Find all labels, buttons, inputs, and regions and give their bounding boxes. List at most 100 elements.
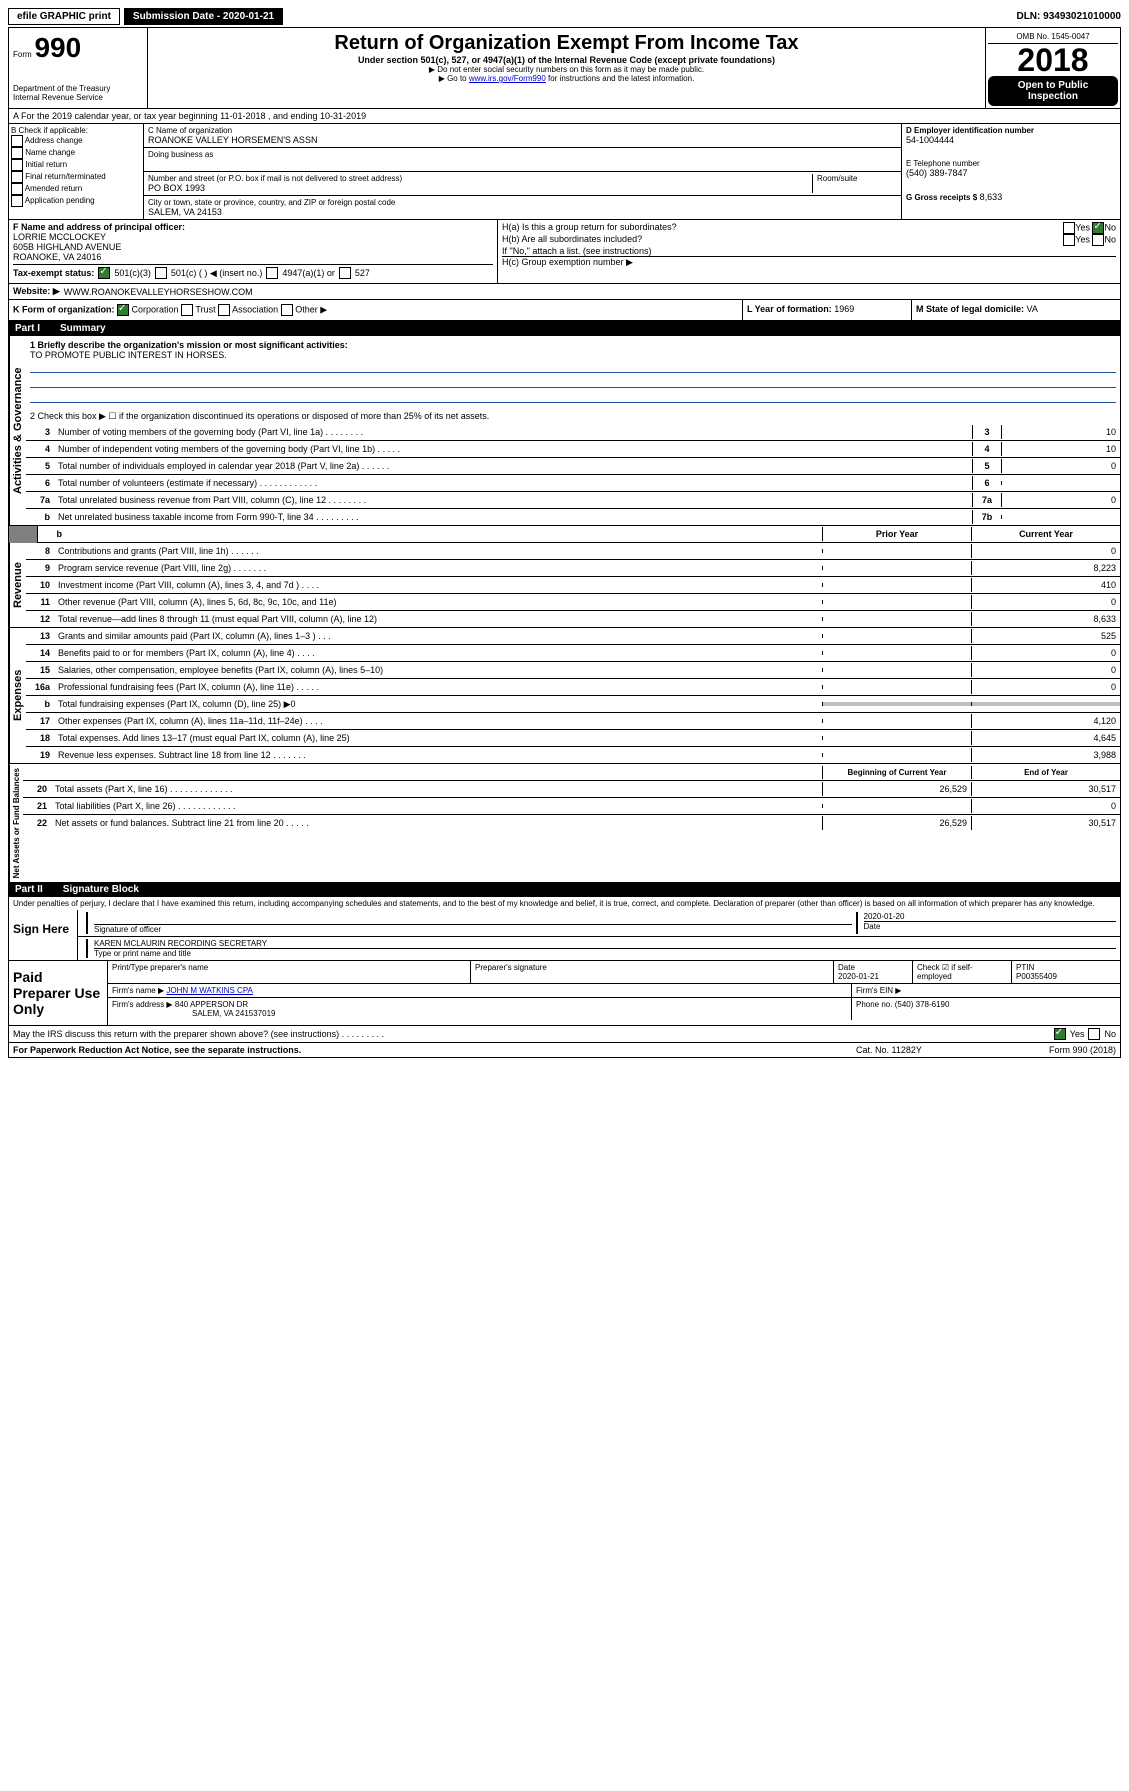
part2-num: Part II: [15, 884, 43, 895]
sig-officer-label: Signature of officer: [94, 925, 161, 934]
subtitle-3: ▶ Go to www.irs.gov/Form990 for instruct…: [152, 74, 981, 83]
discuss-text: May the IRS discuss this return with the…: [13, 1029, 1050, 1039]
line-box: 3: [972, 425, 1001, 439]
check-trust[interactable]: [181, 304, 193, 316]
opt-amended: Amended return: [25, 184, 82, 193]
signer-name-label: Type or print name and title: [94, 949, 191, 958]
l-label: L Year of formation:: [747, 304, 832, 314]
current-cell: 0: [971, 544, 1120, 558]
hb-yes[interactable]: [1063, 234, 1075, 246]
phone-label: Phone no.: [856, 1000, 892, 1009]
hc-text: H(c) Group exemption number ▶: [502, 257, 1116, 268]
part1-title: Summary: [60, 323, 106, 334]
check-501c[interactable]: [155, 267, 167, 279]
line-text: Total liabilities (Part X, line 26) . . …: [51, 799, 822, 813]
line-num: b: [26, 699, 54, 709]
line-text: Total unrelated business revenue from Pa…: [54, 493, 972, 507]
data-row: b Total fundraising expenses (Part IX, c…: [26, 696, 1120, 713]
check-assoc[interactable]: [218, 304, 230, 316]
current-cell: 0: [971, 646, 1120, 660]
line-text: Revenue less expenses. Subtract line 18 …: [54, 748, 822, 762]
current-cell: 0: [971, 595, 1120, 609]
current-cell: 4,645: [971, 731, 1120, 745]
firm-addr1: 840 APPERSON DR: [175, 1000, 248, 1009]
line-text: Program service revenue (Part VIII, line…: [54, 561, 822, 575]
gov-label: Activities & Governance: [9, 336, 26, 525]
submission-btn[interactable]: Submission Date - 2020-01-21: [124, 8, 283, 25]
footer-right: Form 990 (2018): [976, 1045, 1116, 1055]
line-num: 8: [26, 546, 54, 556]
firm-addr-label: Firm's address ▶: [112, 1000, 173, 1009]
check-name[interactable]: [11, 147, 23, 159]
check-corp[interactable]: [117, 304, 129, 316]
discuss-yes[interactable]: [1054, 1028, 1066, 1040]
line-num: 20: [23, 784, 51, 794]
opt-501c3: 501(c)(3): [114, 268, 151, 278]
check-final[interactable]: [11, 171, 23, 183]
d-label: D Employer identification number: [906, 126, 1116, 135]
hb-text: H(b) Are all subordinates included?: [502, 234, 642, 246]
g-label: G Gross receipts $: [906, 193, 977, 202]
check-4947[interactable]: [266, 267, 278, 279]
dept-text: Department of the Treasury: [13, 84, 143, 93]
line-box: 7a: [972, 493, 1001, 507]
prior-cell: 26,529: [822, 816, 971, 830]
ptin-label: PTIN: [1016, 963, 1116, 972]
line-num: 7a: [26, 495, 54, 505]
ha-no[interactable]: [1092, 222, 1104, 234]
l-value: 1969: [834, 304, 854, 314]
line-text: Total revenue—add lines 8 through 11 (mu…: [54, 612, 822, 626]
ha-yes[interactable]: [1063, 222, 1075, 234]
sign-section: Sign Here Signature of officer 2020-01-2…: [9, 910, 1120, 961]
efile-btn[interactable]: efile GRAPHIC print: [8, 8, 120, 25]
hb-note: If "No," attach a list. (see instruction…: [502, 246, 1116, 256]
firm-name-link[interactable]: JOHN M WATKINS CPA: [166, 986, 253, 995]
officer-addr1: 605B HIGHLAND AVENUE: [13, 242, 493, 252]
opt-other: Other ▶: [295, 304, 327, 314]
opt-4947: 4947(a)(1) or: [282, 268, 335, 278]
current-cell: 3,988: [971, 748, 1120, 762]
prep-date: 2020-01-21: [838, 972, 908, 981]
check-initial[interactable]: [11, 159, 23, 171]
tax-year: 2018: [988, 44, 1118, 76]
org-addr: PO BOX 1993: [148, 183, 812, 193]
opt-final: Final return/terminated: [25, 172, 105, 181]
discuss-row: May the IRS discuss this return with the…: [9, 1026, 1120, 1043]
data-row: 17 Other expenses (Part IX, column (A), …: [26, 713, 1120, 730]
check-501c3[interactable]: [98, 267, 110, 279]
col-c: C Name of organization ROANOKE VALLEY HO…: [144, 124, 902, 219]
current-cell: 0: [971, 663, 1120, 677]
m-box: M State of legal domicile: VA: [912, 300, 1120, 320]
row-klm: K Form of organization: Corporation Trus…: [9, 300, 1120, 321]
line-text: Total expenses. Add lines 13–17 (must eq…: [54, 731, 822, 745]
line1-label: 1 Briefly describe the organization's mi…: [30, 340, 1116, 350]
gov-row: 7a Total unrelated business revenue from…: [26, 492, 1120, 509]
gov-row: 3 Number of voting members of the govern…: [26, 424, 1120, 441]
check-527[interactable]: [339, 267, 351, 279]
mission-text: TO PROMOTE PUBLIC INTEREST IN HORSES.: [30, 350, 1116, 360]
opt-501c: 501(c) ( ) ◀ (insert no.): [171, 268, 262, 279]
prior-cell: [822, 685, 971, 689]
line-text: Salaries, other compensation, employee b…: [54, 663, 822, 677]
prior-cell: [822, 583, 971, 587]
data-row: 19 Revenue less expenses. Subtract line …: [26, 747, 1120, 763]
hb-no[interactable]: [1092, 234, 1104, 246]
check-amended[interactable]: [11, 183, 23, 195]
check-other[interactable]: [281, 304, 293, 316]
check-pending[interactable]: [11, 195, 23, 207]
paid-section: Paid Preparer Use Only Print/Type prepar…: [9, 961, 1120, 1026]
data-row: 9 Program service revenue (Part VIII, li…: [26, 560, 1120, 577]
discuss-no[interactable]: [1088, 1028, 1100, 1040]
form-number: 990: [34, 32, 81, 63]
part2-header: Part II Signature Block: [9, 882, 1120, 897]
penalties-text: Under penalties of perjury, I declare th…: [9, 897, 1120, 910]
dln-text: DLN: 93493021010000: [1016, 11, 1121, 22]
na-header: Net Assets or Fund Balances Beginning of…: [9, 764, 1120, 882]
check-address[interactable]: [11, 135, 23, 147]
data-row: 22 Net assets or fund balances. Subtract…: [23, 815, 1120, 831]
form990-link[interactable]: www.irs.gov/Form990: [469, 74, 546, 83]
part1-header: Part I Summary: [9, 321, 1120, 336]
line-num: 3: [26, 427, 54, 437]
data-row: 12 Total revenue—add lines 8 through 11 …: [26, 611, 1120, 627]
ptin-value: P00355409: [1016, 972, 1116, 981]
